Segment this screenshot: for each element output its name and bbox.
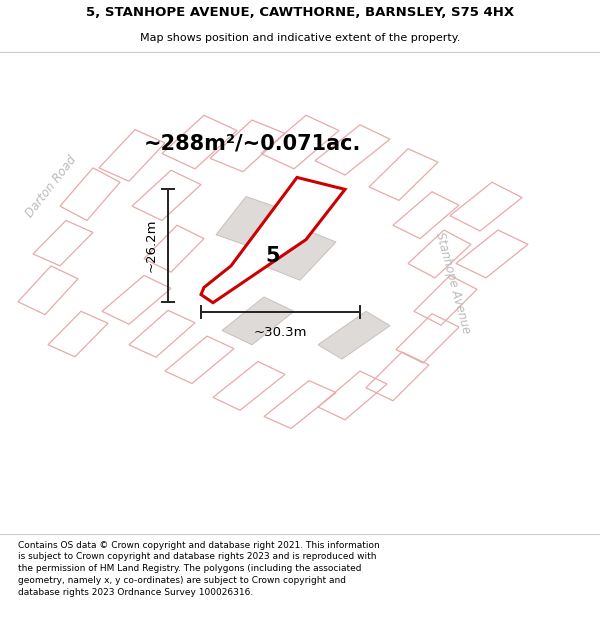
Polygon shape — [258, 225, 336, 280]
Text: ~288m²/~0.071ac.: ~288m²/~0.071ac. — [143, 134, 361, 154]
Text: 5: 5 — [266, 246, 280, 266]
Text: Darton Road: Darton Road — [23, 154, 79, 220]
Text: 5, STANHOPE AVENUE, CAWTHORNE, BARNSLEY, S75 4HX: 5, STANHOPE AVENUE, CAWTHORNE, BARNSLEY,… — [86, 6, 514, 19]
Text: Map shows position and indicative extent of the property.: Map shows position and indicative extent… — [140, 33, 460, 43]
Text: ~26.2m: ~26.2m — [145, 219, 158, 272]
Text: ~30.3m: ~30.3m — [254, 326, 307, 339]
Polygon shape — [318, 311, 390, 359]
Text: Stanhope Avenue: Stanhope Avenue — [433, 231, 473, 335]
Text: Contains OS data © Crown copyright and database right 2021. This information
is : Contains OS data © Crown copyright and d… — [18, 541, 380, 597]
Polygon shape — [222, 297, 294, 345]
Polygon shape — [201, 177, 345, 302]
Polygon shape — [216, 196, 288, 249]
